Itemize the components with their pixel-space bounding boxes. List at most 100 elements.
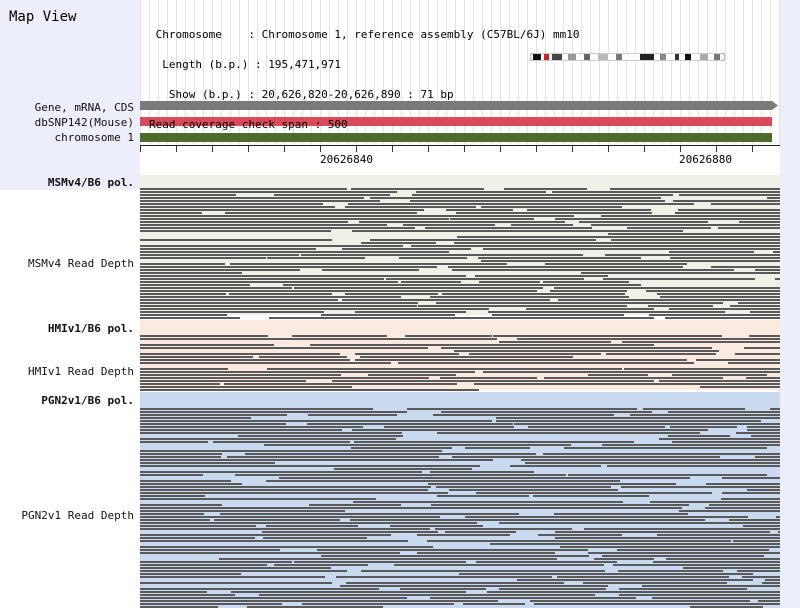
read [355, 353, 459, 355]
read [737, 570, 800, 572]
read [361, 570, 605, 572]
read [140, 206, 335, 208]
read [140, 272, 242, 274]
read [351, 447, 452, 449]
read [591, 224, 800, 226]
read [407, 408, 637, 410]
read [678, 209, 800, 211]
read [399, 257, 467, 259]
read [398, 362, 694, 364]
read [140, 266, 437, 268]
read [618, 570, 723, 572]
read [140, 591, 207, 593]
read [140, 453, 222, 455]
read [718, 227, 800, 229]
read [140, 414, 287, 416]
read [140, 507, 479, 509]
read [665, 317, 800, 319]
read [584, 528, 800, 530]
read [353, 501, 623, 503]
read [746, 377, 800, 379]
read [140, 498, 376, 500]
read [140, 549, 280, 551]
read [360, 356, 573, 358]
read [229, 293, 332, 295]
read [504, 188, 587, 190]
read [140, 203, 323, 205]
read [140, 209, 424, 211]
read [140, 465, 480, 467]
read [140, 251, 449, 253]
read [450, 218, 534, 220]
read [342, 299, 550, 301]
read [657, 534, 800, 536]
read [711, 266, 800, 268]
read [140, 429, 342, 431]
read [274, 564, 368, 566]
read [468, 215, 574, 217]
read [729, 519, 800, 521]
snp-track-bar [140, 117, 772, 126]
read [528, 426, 665, 428]
read [657, 293, 800, 295]
read [140, 356, 253, 358]
read [747, 489, 800, 491]
read [140, 567, 331, 569]
read [705, 507, 800, 509]
read [669, 308, 800, 310]
genome-viewer[interactable] [140, 0, 800, 608]
region-info: Chromosome : Chromosome 1, reference ass… [149, 10, 579, 140]
read [550, 290, 627, 292]
read [140, 191, 397, 193]
read [579, 221, 708, 223]
read [140, 480, 231, 482]
read [452, 456, 720, 458]
chromosome-ideogram-icon[interactable] [530, 53, 725, 61]
read [666, 558, 800, 560]
read [672, 374, 767, 376]
info-coverage-span: Read coverage check span : 500 [149, 118, 348, 131]
read [309, 504, 401, 506]
read [140, 374, 341, 376]
read [140, 546, 433, 548]
read [755, 269, 800, 271]
read [345, 206, 476, 208]
track-label-hmi-pol: HMIv1/B6 pol. [47, 322, 134, 335]
read [479, 507, 682, 509]
read [437, 432, 700, 434]
read [534, 603, 800, 605]
read [140, 281, 398, 283]
read [483, 248, 800, 250]
read [346, 582, 564, 584]
read [652, 597, 800, 599]
read [736, 432, 800, 434]
read [474, 383, 800, 385]
read [274, 194, 390, 196]
read [140, 432, 402, 434]
read [220, 513, 519, 515]
read [670, 426, 737, 428]
read [361, 242, 436, 244]
read [140, 438, 396, 440]
read [351, 188, 484, 190]
read [441, 347, 712, 349]
read [140, 483, 242, 485]
read [384, 426, 514, 428]
read [140, 537, 255, 539]
read [140, 582, 332, 584]
read [140, 314, 227, 316]
read [321, 314, 455, 316]
read [425, 227, 592, 229]
track-label-hmi-depth: HMIv1 Read Depth [28, 365, 134, 378]
read [457, 236, 800, 238]
read [543, 453, 800, 455]
read [140, 516, 440, 518]
read [475, 275, 608, 277]
read [431, 504, 689, 506]
read [611, 239, 800, 241]
read [493, 335, 722, 337]
read [554, 513, 688, 515]
read [668, 435, 730, 437]
read [140, 597, 407, 599]
right-scroll-edge [780, 0, 800, 608]
